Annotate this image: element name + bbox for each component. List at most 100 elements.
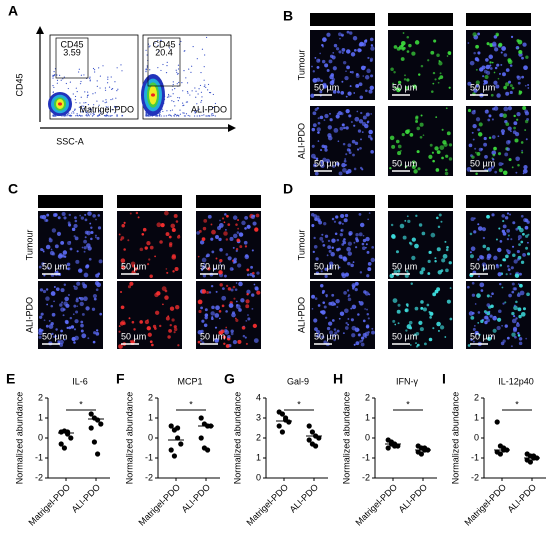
cell (470, 316, 475, 320)
cell (491, 118, 494, 121)
y-tick-label: 0 (148, 432, 153, 442)
cell (204, 308, 208, 312)
cell (501, 214, 505, 218)
cell (411, 237, 416, 242)
flow-event (177, 100, 179, 102)
cell (148, 258, 151, 261)
cell (45, 244, 51, 250)
cell (470, 246, 476, 252)
flow-event (102, 65, 104, 67)
cell (331, 293, 335, 297)
cell (325, 158, 331, 164)
cell (511, 318, 517, 324)
cell (428, 250, 432, 255)
cell (38, 335, 42, 339)
cell (202, 274, 207, 278)
cell (353, 48, 357, 52)
cell (233, 233, 238, 239)
flow-event (86, 115, 88, 117)
cell (520, 214, 524, 218)
flow-event (170, 95, 172, 97)
flow-event (83, 108, 85, 110)
cell (237, 227, 240, 230)
cell (471, 293, 476, 297)
cell (330, 251, 335, 257)
cell (322, 82, 327, 87)
cell (393, 269, 398, 274)
significance-mark: * (189, 399, 193, 409)
scale-bar-label: 50 µm (392, 158, 417, 168)
flow-event (88, 115, 90, 117)
flow-event (173, 115, 176, 117)
cell (347, 294, 351, 297)
cell (238, 281, 243, 287)
flow-event (200, 91, 203, 93)
cell (311, 308, 314, 310)
flow-event (171, 100, 173, 102)
flow-event (203, 66, 205, 68)
cell (253, 338, 259, 344)
cell (215, 235, 219, 239)
x-tick-label: ALI-PDO (397, 482, 430, 515)
cell (365, 112, 370, 117)
micrograph (117, 281, 182, 349)
flow-event (105, 101, 108, 103)
cell (472, 327, 476, 331)
cell (440, 220, 443, 223)
cell (223, 274, 227, 278)
cell (521, 56, 524, 60)
flow-event (89, 111, 91, 113)
cell (171, 318, 175, 322)
cell (316, 333, 321, 338)
flow-event (185, 113, 188, 115)
cell (431, 90, 434, 93)
flow-event (214, 102, 217, 105)
cell (338, 254, 343, 259)
cell (488, 136, 492, 140)
cell (430, 232, 436, 238)
scale-bar-label: 50 µm (470, 331, 495, 341)
cell (146, 326, 151, 331)
y-tick-label: -1 (35, 452, 43, 462)
cell (389, 135, 395, 141)
cell (312, 70, 315, 73)
cell (514, 273, 520, 278)
data-point (88, 411, 94, 417)
cell (236, 238, 240, 243)
cell (507, 234, 510, 237)
cell (438, 61, 443, 66)
cell (196, 231, 200, 235)
cell (119, 238, 123, 241)
cell (322, 37, 327, 42)
cell (347, 143, 352, 148)
cell (392, 319, 396, 323)
cell (311, 127, 316, 132)
cell (467, 344, 471, 347)
cell (342, 167, 347, 173)
panel-letter: C (8, 181, 18, 197)
cell (60, 288, 65, 293)
data-point (309, 429, 315, 435)
cell (312, 123, 317, 128)
flow-event (194, 111, 197, 114)
cell (469, 232, 473, 236)
cell (358, 232, 363, 237)
cell (498, 42, 503, 47)
cell (324, 113, 329, 119)
cell (159, 240, 163, 244)
cell (474, 325, 476, 327)
cell (218, 317, 221, 320)
cell (491, 150, 497, 156)
flow-event (167, 93, 170, 96)
cell (345, 321, 348, 325)
cell (475, 117, 481, 122)
flow-event (59, 74, 61, 76)
cell (507, 252, 511, 255)
flow-event (184, 115, 186, 117)
column-header (388, 13, 453, 26)
cell (45, 324, 49, 328)
flow-event (205, 86, 207, 88)
y-tick-label: 1 (148, 412, 153, 422)
cell (50, 291, 56, 296)
cell (333, 328, 337, 331)
